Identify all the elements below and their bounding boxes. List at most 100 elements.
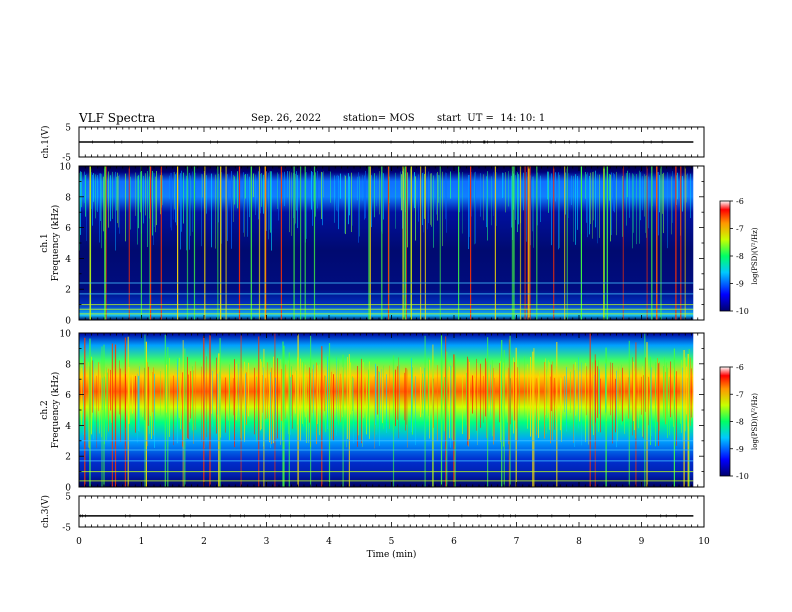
spectro-column	[652, 176, 653, 207]
spectro-column	[359, 176, 360, 237]
spectro-column	[352, 176, 353, 226]
sferic-spike	[440, 334, 443, 487]
spectro-column	[137, 373, 138, 443]
spectro-column	[308, 378, 309, 444]
y-tick-label: 8	[65, 360, 71, 370]
sferic-spike	[660, 166, 662, 320]
spectro-column	[597, 174, 598, 244]
spectro-column	[444, 377, 445, 432]
spectro-column	[539, 371, 540, 421]
sferic-spike	[392, 355, 395, 487]
sferic-spike	[225, 166, 227, 320]
sferic-spike	[424, 335, 426, 487]
sferic-spike	[238, 166, 241, 320]
spectro-column	[589, 175, 590, 235]
spectro-column	[533, 176, 534, 248]
spectro-column	[398, 357, 399, 439]
sferic-spike	[313, 166, 316, 320]
spectro-column	[415, 376, 416, 446]
sferic-spike	[264, 166, 266, 320]
sferic-spike	[150, 166, 152, 320]
sferic-spike	[304, 166, 306, 320]
sferic-spike	[203, 336, 205, 487]
spectro-column	[427, 176, 428, 230]
spectro-column	[483, 174, 484, 221]
spectro-column	[549, 362, 550, 430]
spectro-column	[313, 364, 314, 421]
sferic-spike	[533, 348, 535, 487]
spectro-column	[586, 366, 587, 416]
figure-start-time: start UT = 14: 10: 1	[437, 113, 546, 124]
spectro-column	[450, 171, 451, 199]
spectro-column	[480, 173, 481, 217]
spectro-column	[132, 375, 133, 414]
colorbar-tick-label: -9	[736, 280, 744, 289]
spectro-column	[324, 375, 325, 412]
spectro-column	[505, 172, 506, 213]
sferic-spike	[606, 166, 608, 320]
spectro-column	[502, 172, 503, 198]
spectro-column	[179, 174, 180, 198]
spectro-column	[357, 365, 358, 447]
x-tick-label: 10	[698, 537, 710, 547]
spectro-column	[212, 370, 213, 428]
spectro-column	[487, 171, 488, 241]
spectro-column	[685, 357, 686, 432]
spectro-column	[166, 364, 167, 413]
spectro-column	[160, 370, 161, 416]
spectro-column	[467, 356, 468, 446]
spectro-column	[676, 371, 677, 446]
spectro-column	[81, 171, 82, 208]
no-data-region	[693, 166, 704, 320]
spectro-column	[246, 372, 247, 425]
x-tick-label: 2	[201, 537, 207, 547]
spectro-column	[170, 172, 171, 228]
sferic-spike	[282, 341, 284, 487]
spectro-column	[296, 370, 297, 430]
sferic-spike	[128, 166, 130, 320]
spectro-column	[218, 173, 219, 223]
spectro-column	[578, 357, 579, 429]
sferic-spike	[513, 166, 515, 320]
spectro-column	[669, 376, 670, 436]
spectro-column	[546, 369, 547, 434]
spectro-column	[517, 367, 518, 442]
spectro-ylabel-channel: ch.1	[40, 233, 50, 252]
spectro-column	[190, 371, 191, 419]
spectro-column	[414, 172, 415, 209]
spectro-column	[333, 374, 334, 441]
spectro-column	[256, 376, 257, 442]
spectro-column	[611, 172, 612, 236]
spectro-column	[282, 172, 283, 198]
spectro-column	[540, 175, 541, 223]
spectro-column	[658, 172, 659, 236]
spectro-column	[459, 172, 460, 213]
colorbar-tick-label: -7	[736, 390, 744, 399]
spectro-column	[312, 368, 313, 413]
y-tick-label: 5	[65, 124, 71, 134]
spectro-column	[292, 374, 293, 429]
spectro-column	[317, 170, 318, 209]
sferic-spike	[220, 166, 222, 320]
figure-station: station= MOS	[343, 113, 415, 124]
spectro-column	[137, 176, 138, 245]
spectro-column	[374, 376, 375, 449]
spectro-column	[480, 363, 481, 428]
spectro-column	[140, 171, 141, 213]
spectro-column	[548, 171, 549, 213]
spectro-column	[645, 175, 646, 233]
spectro-column	[515, 175, 516, 220]
spectro-column	[85, 175, 86, 217]
sferic-spike	[644, 333, 646, 487]
spectro-column	[233, 378, 234, 416]
spectro-column	[99, 173, 100, 243]
spectro-column	[395, 172, 396, 229]
sferic-spike	[508, 339, 510, 487]
spectro-column	[681, 359, 682, 433]
spectro-column	[491, 176, 492, 226]
spectro-column	[229, 364, 230, 441]
spectro-column	[181, 170, 182, 232]
spectro-column	[634, 176, 635, 206]
spectro-column	[193, 370, 194, 444]
sferic-spike	[218, 353, 220, 487]
